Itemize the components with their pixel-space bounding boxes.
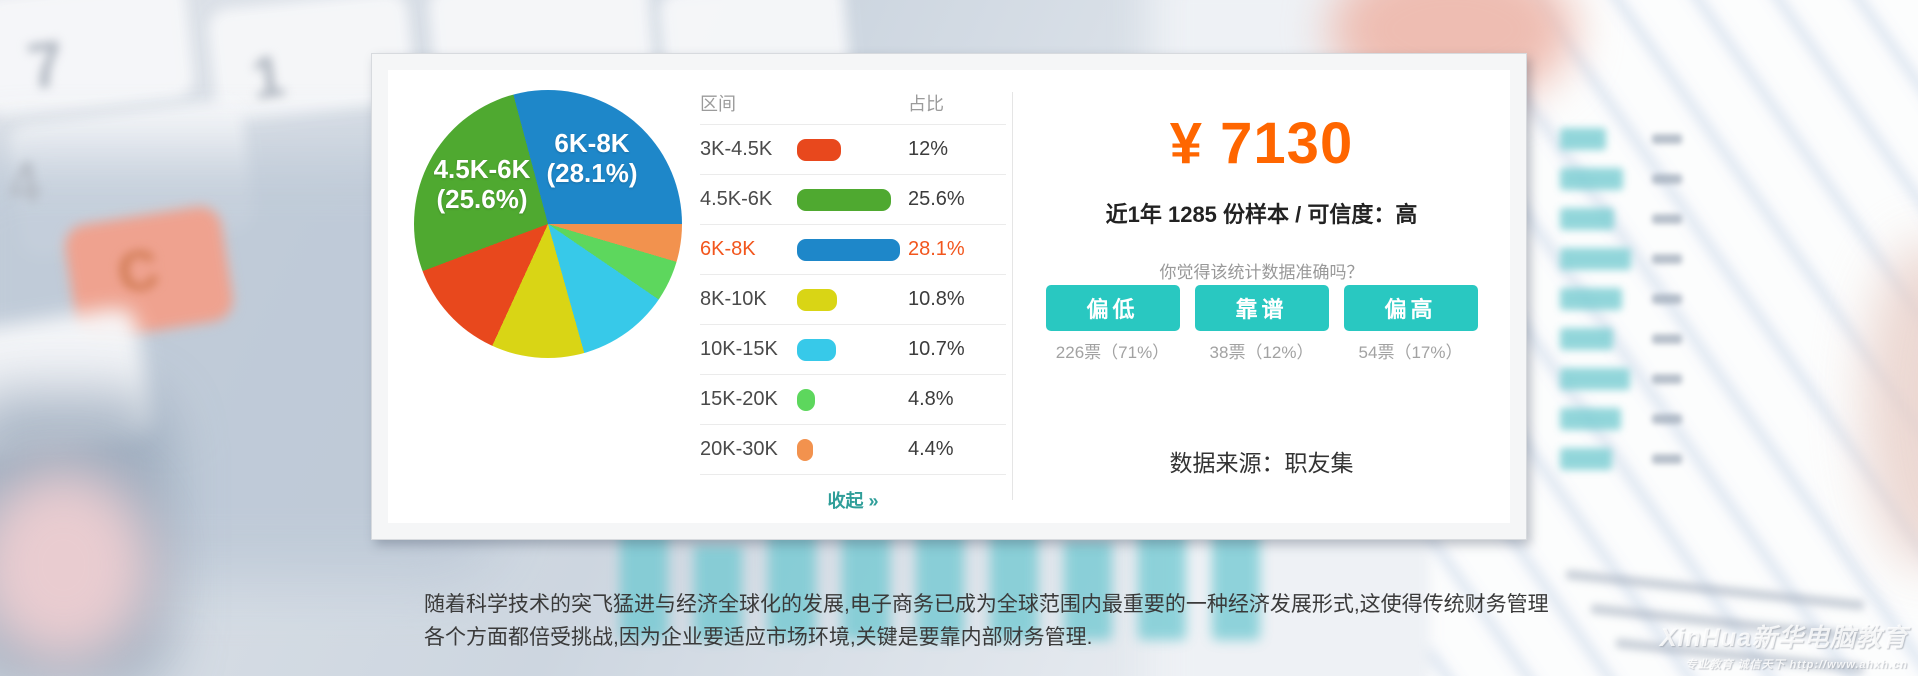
column-header-share: 占比: [908, 94, 944, 114]
share-value: 28.1%: [908, 238, 965, 260]
spreadsheet-cell-bar: [1560, 248, 1631, 270]
range-label: 10K-15K: [700, 338, 778, 360]
spreadsheet-cell-bar: [1560, 288, 1622, 310]
spreadsheet-cell-text: [1652, 334, 1682, 344]
share-bar: [797, 138, 908, 161]
share-bar: [797, 388, 908, 411]
vote-count: 226票（71%）: [1055, 343, 1170, 362]
share-bar-fill: [797, 438, 813, 461]
share-bar-fill: [797, 288, 837, 311]
range-label: 15K-20K: [700, 388, 778, 410]
pie-label-line: 4.5K-6K: [433, 154, 531, 184]
share-table-header: 区间 占比: [700, 82, 1006, 125]
pink-blur: [0, 470, 151, 660]
stats-panel: ¥ 7130 近1年 1285 份样本 / 可信度：高 你觉得该统计数据准确吗？…: [1013, 70, 1510, 523]
spreadsheet-cell-text: [1652, 414, 1682, 424]
vote-count: 54票（17%）: [1358, 343, 1463, 362]
background-chart-bar: [1212, 525, 1260, 640]
spreadsheet-cell-text: [1652, 134, 1682, 144]
sample-info: 近1年 1285 份样本 / 可信度：高: [1105, 202, 1418, 227]
share-bar-fill: [797, 138, 841, 161]
background-chart-bar: [694, 545, 742, 640]
watermark: XinHua新华电脑教育 专业教育 诚信天下 http://www.ahxh.c…: [1660, 618, 1908, 672]
vote-option: 靠谱 38票（12%）: [1194, 285, 1329, 363]
background-chart-bar: [1064, 540, 1112, 640]
share-value: 25.6%: [908, 188, 965, 210]
vote-button-row: 偏低 226票（71%） 靠谱 38票（12%） 偏高 54票（17%）: [1013, 285, 1510, 363]
pie-label-line: 6K-8K: [554, 128, 630, 158]
salary-stats-card: 6K-8K (28.1%) 4.5K-6K (25.6%) 区间 占比 3K-4…: [371, 53, 1527, 540]
table-row: 10K-15K 10.7%: [700, 325, 1006, 375]
spreadsheet-cell-bar: [1560, 128, 1606, 150]
spreadsheet-cell-text: [1652, 214, 1682, 224]
table-row: 3K-4.5K 12%: [700, 125, 1006, 175]
table-row: 4.5K-6K 25.6%: [700, 175, 1006, 225]
pie-label-line: (28.1%): [546, 158, 638, 188]
page-caption: 随着科学技术的突飞猛进与经济全球化的发展,电子商务已成为全球范围内最重要的一种经…: [424, 593, 1549, 649]
spreadsheet-cell-bar: [1560, 448, 1612, 470]
range-label: 8K-10K: [700, 288, 767, 310]
spreadsheet-cell-bar: [1560, 408, 1621, 430]
table-row: 20K-30K 4.4%: [700, 425, 1006, 475]
share-value: 4.4%: [908, 438, 954, 460]
share-bar-fill: [797, 338, 836, 361]
collapse-link[interactable]: 收起 »: [827, 491, 879, 511]
background-chart-bar: [620, 520, 668, 640]
share-bar: [797, 288, 908, 311]
share-bar: [797, 238, 908, 261]
salary-stats-card-inner: 6K-8K (28.1%) 4.5K-6K (25.6%) 区间 占比 3K-4…: [388, 70, 1510, 523]
share-bar: [797, 188, 908, 211]
spreadsheet-cell-text: [1652, 374, 1682, 384]
spreadsheet-cell-bar: [1560, 368, 1630, 390]
table-row: 15K-20K 4.8%: [700, 375, 1006, 425]
table-row: 8K-10K 10.8%: [700, 275, 1006, 325]
background-chart-bar: [842, 530, 890, 640]
vote-option: 偏低 226票（71%）: [1045, 285, 1180, 363]
share-value: 4.8%: [908, 388, 954, 410]
share-value: 12%: [908, 138, 949, 160]
data-source: 数据来源：职友集: [1169, 450, 1354, 476]
spreadsheet-cell-bar: [1560, 328, 1613, 350]
average-salary: ¥ 7130: [1169, 111, 1354, 176]
spreadsheet-cell-bar: [1560, 168, 1623, 190]
range-label: 3K-4.5K: [700, 138, 773, 160]
share-table: 区间 占比 3K-4.5K 12% 4.5K-6K 25.6% 6K-8K 28.1% 8K…: [700, 82, 1006, 513]
share-value: 10.8%: [908, 288, 965, 310]
range-label: 4.5K-6K: [700, 188, 773, 210]
pie-label-6k-8k: 6K-8K (28.1%): [546, 128, 637, 188]
pie-label-4.5k-6k: 4.5K-6K (25.6%): [434, 154, 531, 214]
spreadsheet-cell-text: [1652, 454, 1682, 464]
spreadsheet-cell-text: [1652, 254, 1682, 264]
vote-option: 偏高 54票（17%）: [1343, 285, 1478, 363]
share-bar: [797, 438, 908, 461]
pie-chart: [414, 90, 682, 358]
vote-count: 38票（12%）: [1209, 343, 1314, 362]
spreadsheet-cell-text: [1652, 174, 1682, 184]
vote-button[interactable]: 偏低: [1045, 285, 1180, 331]
vote-button[interactable]: 靠谱: [1194, 285, 1329, 331]
spreadsheet-cell-text: [1652, 294, 1682, 304]
column-header-range: 区间: [700, 94, 736, 114]
range-label: 20K-30K: [700, 438, 778, 460]
share-bar-fill: [797, 238, 900, 261]
table-row: 6K-8K 28.1%: [700, 225, 1006, 275]
share-bar-fill: [797, 188, 891, 211]
vote-button[interactable]: 偏高: [1343, 285, 1478, 331]
share-table-rows: 3K-4.5K 12% 4.5K-6K 25.6% 6K-8K 28.1% 8K-10K 10…: [700, 125, 1006, 475]
watermark-brand: XinHua新华电脑教育: [1659, 624, 1908, 652]
vertical-divider: [1012, 92, 1013, 500]
range-label: 6K-8K: [700, 238, 756, 260]
share-value: 10.7%: [908, 338, 965, 360]
share-bar: [797, 338, 908, 361]
accuracy-question: 你觉得该统计数据准确吗？: [1159, 263, 1364, 282]
watermark-tagline: 专业教育 诚信天下 http://www.ahxh.cn: [1685, 659, 1908, 671]
spreadsheet-cell-bar: [1560, 208, 1614, 230]
pie-label-line: (25.6%): [436, 184, 528, 214]
share-bar-fill: [797, 388, 815, 411]
